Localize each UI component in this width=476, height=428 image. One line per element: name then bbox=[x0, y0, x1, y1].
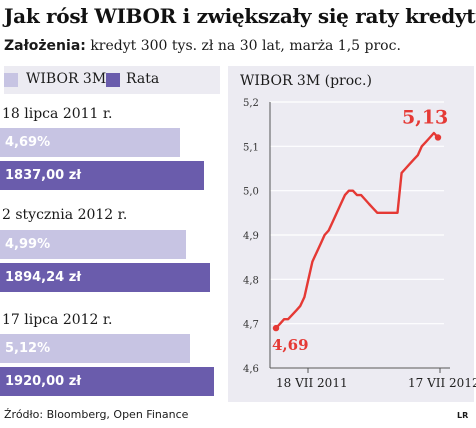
publisher-logo: LR bbox=[457, 411, 469, 420]
assumptions: Założenia: kredyt 300 tys. zł na 30 lat,… bbox=[4, 38, 401, 54]
legend-swatch-wibor bbox=[4, 73, 18, 87]
period-date: 18 lipca 2011 r. bbox=[2, 106, 113, 122]
legend: WIBOR 3M Rata bbox=[4, 66, 220, 94]
wibor-bar: 5,12% bbox=[0, 334, 190, 363]
legend-label-rate: Rata bbox=[126, 71, 160, 87]
rate-bar: 1894,24 zł bbox=[0, 263, 210, 292]
wibor-bar: 4,99% bbox=[0, 230, 186, 259]
legend-label-wibor: WIBOR 3M bbox=[26, 71, 107, 87]
chart-panel bbox=[228, 66, 474, 402]
rate-bar: 1920,00 zł bbox=[0, 367, 214, 396]
rate-bar: 1837,00 zł bbox=[0, 161, 204, 190]
chart-title: WIBOR 3M (proc.) bbox=[240, 73, 372, 89]
page-title: Jak rósł WIBOR i zwiększały się raty kre… bbox=[4, 4, 476, 28]
period-date: 17 lipca 2012 r. bbox=[2, 312, 113, 328]
assumptions-label: Założenia: bbox=[4, 38, 86, 54]
wibor-bar: 4,69% bbox=[0, 128, 180, 157]
source-note: Źródło: Bloomberg, Open Finance bbox=[4, 408, 189, 421]
assumptions-text: kredyt 300 tys. zł na 30 lat, marża 1,5 … bbox=[85, 38, 401, 54]
period-date: 2 stycznia 2012 r. bbox=[2, 207, 128, 223]
legend-swatch-rate bbox=[106, 73, 120, 87]
